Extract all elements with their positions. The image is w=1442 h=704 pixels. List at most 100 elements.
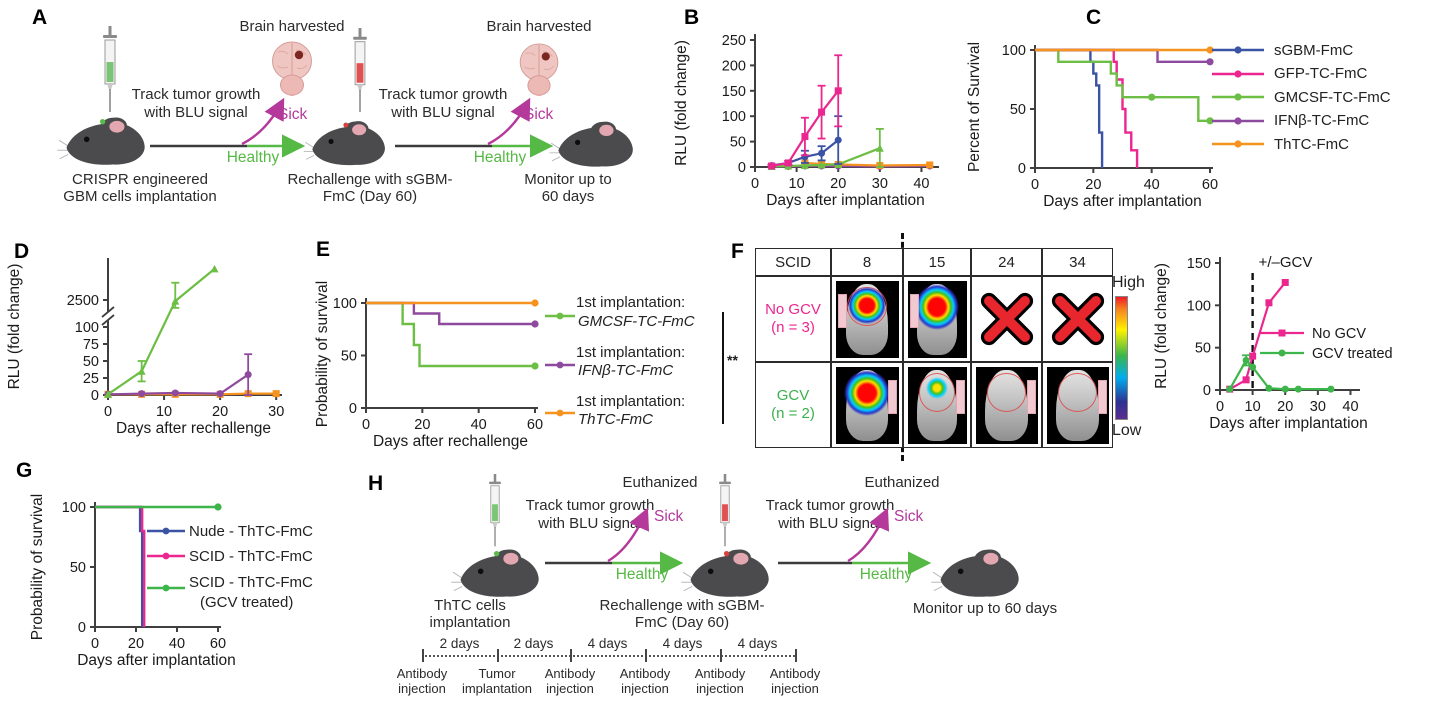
svg-text:0: 0 — [349, 401, 357, 417]
svg-text:150: 150 — [1187, 256, 1211, 272]
track-tumor-label: Track tumor growth — [378, 86, 508, 103]
chart-panel-e: 0 50 100 0 20 40 60 Days after rechallenge Proba… — [313, 236, 613, 456]
legend-label: sGBM-FmC — [1274, 41, 1354, 59]
timeline-tick — [795, 649, 797, 662]
svg-text:40: 40 — [1342, 399, 1358, 415]
chart-panel-d: 0 25 50 75 100 2500 0 10 20 30 Days after rechalle… — [3, 236, 315, 448]
syringe-icon — [716, 474, 734, 548]
bli-image — [831, 362, 903, 448]
mouse-icon — [549, 118, 636, 170]
svg-text:60: 60 — [1202, 177, 1218, 193]
caption-rechallenge: FmC (Day 60) — [634, 614, 730, 631]
legend-sample — [147, 527, 185, 535]
svg-text:100: 100 — [1187, 298, 1211, 314]
significance-bracket — [722, 312, 724, 424]
svg-text:100: 100 — [62, 500, 86, 516]
svg-text:Days after implantation: Days after implantation — [766, 192, 925, 209]
svg-text:40: 40 — [169, 636, 185, 652]
panel-label-h: H — [368, 472, 384, 495]
timeline-interval: 2 days — [513, 636, 554, 651]
svg-text:150: 150 — [722, 84, 746, 100]
timeline-event: Antibody — [694, 666, 746, 681]
svg-text:0: 0 — [751, 176, 759, 192]
brain-icon — [517, 42, 561, 98]
bioluminescence-image — [907, 280, 967, 358]
bioluminescence-image — [1046, 366, 1109, 444]
healthy-label: Healthy — [226, 149, 280, 166]
svg-text:20: 20 — [414, 417, 430, 433]
track-tumor-label: with BLU signal — [538, 515, 642, 532]
legend-label: IFNβ-TC-FmC — [1274, 112, 1370, 129]
svg-text:0: 0 — [1203, 383, 1211, 399]
syringe-icon — [350, 28, 370, 114]
legend-label: GMCSF-TC-FmC — [578, 313, 695, 330]
legend-label: GFP-TC-FmC — [1274, 65, 1368, 82]
svg-text:250: 250 — [722, 33, 746, 49]
svg-text:0: 0 — [362, 417, 370, 433]
caption-monitor: Monitor up to 60 days — [912, 600, 1058, 617]
legend-label: (GCV treated) — [200, 594, 294, 611]
svg-text:0: 0 — [91, 388, 99, 404]
svg-text:50: 50 — [1195, 341, 1211, 357]
svg-text:0: 0 — [104, 404, 112, 420]
track-tumor-label: Track tumor growth — [765, 497, 895, 514]
svg-text:2500: 2500 — [67, 293, 99, 309]
dead-cross-icon — [1042, 276, 1113, 362]
svg-text:0: 0 — [1018, 161, 1026, 177]
timeline-event: injection — [696, 681, 744, 696]
legend-label: ThTC-FmC — [1274, 135, 1349, 153]
bli-image — [1042, 362, 1113, 448]
bli-image — [971, 362, 1042, 448]
svg-text:10: 10 — [789, 176, 805, 192]
track-tumor-label: Track tumor growth — [525, 497, 655, 514]
timeline-interval: 4 days — [662, 636, 703, 651]
svg-text:20: 20 — [1277, 399, 1293, 415]
bioluminescence-image — [835, 366, 899, 444]
timeline-tick — [720, 649, 722, 662]
svg-text:GCV treated: GCV treated — [1312, 346, 1393, 362]
svg-text:Probability of survival: Probability of survival — [314, 281, 331, 427]
timeline-event: Tumor — [478, 666, 516, 681]
mouse-icon — [931, 546, 1022, 600]
bli-image — [903, 362, 971, 448]
chart-panel-f-rlu: 0 50 100 150 0 10 20 30 40 Days after implantatio… — [1152, 236, 1442, 451]
table-header-cell: 8 — [831, 248, 903, 276]
panel-label-c: C — [1086, 6, 1102, 29]
svg-text:50: 50 — [1010, 102, 1026, 118]
timeline-event: Antibody — [769, 666, 821, 681]
svg-text:40: 40 — [471, 417, 487, 433]
svg-text:0: 0 — [91, 636, 99, 652]
legend-item: sGBM-FmC — [1211, 41, 1354, 59]
legend-label: SCID - ThTC-FmC — [189, 574, 313, 591]
legend-sample — [545, 409, 575, 417]
track-tumor-label: with BLU signal — [778, 515, 882, 532]
timeline-interval: 2 days — [439, 636, 480, 651]
legend-item: ThTC-FmC — [1211, 135, 1349, 153]
panel-label-f: F — [731, 240, 744, 263]
svg-text:RLU (fold change): RLU (fold change) — [673, 40, 690, 166]
healthy-label: Healthy — [615, 566, 669, 583]
panel-h-arrows — [545, 507, 932, 575]
legend-prefix: 1st implantation: — [576, 294, 686, 311]
chart-panel-g: 0 50 100 0 20 40 60 Days after implantation Prob… — [28, 458, 368, 698]
table-header-cell: 15 — [903, 248, 971, 276]
legend-sample — [147, 584, 185, 592]
legend-prefix: 1st implantation: — [576, 393, 686, 410]
caption-rechallenge: Rechallenge with sGBM- — [599, 597, 765, 614]
timeline-line — [422, 655, 795, 657]
legend-label: ThTC-FmC — [578, 411, 653, 428]
table-header-cell: 24 — [971, 248, 1042, 276]
brain-icon — [270, 40, 314, 98]
syringe-icon — [486, 474, 504, 548]
svg-text:25: 25 — [83, 371, 99, 387]
track-tumor-label: with BLU signal — [391, 104, 495, 121]
legend-sample — [545, 361, 575, 369]
panel-label-e: E — [316, 238, 331, 261]
sick-label: Sick — [894, 508, 924, 525]
legend-label: SCID - ThTC-FmC — [189, 548, 313, 565]
svg-text:30: 30 — [268, 404, 284, 420]
dead-cross-icon — [971, 276, 1042, 362]
legend-sample — [545, 312, 575, 320]
